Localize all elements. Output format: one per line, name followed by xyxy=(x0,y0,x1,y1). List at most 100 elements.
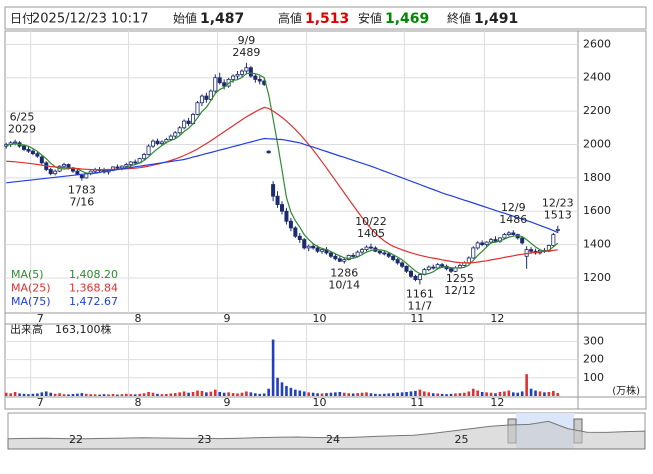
volume-bar xyxy=(316,393,319,396)
x-tick-label: 7 xyxy=(37,312,44,325)
annotation-value: 1286 xyxy=(330,267,358,280)
volume-bar xyxy=(498,391,502,396)
candle-body xyxy=(53,170,58,175)
volume-bar xyxy=(80,393,84,396)
candle-body xyxy=(182,120,187,129)
volume-bar xyxy=(44,391,48,396)
header-value: 1,491 xyxy=(474,11,518,27)
volume-bar xyxy=(463,392,466,396)
candle-body xyxy=(395,259,400,264)
volume-bar xyxy=(547,391,551,396)
volume-bar xyxy=(516,392,520,396)
candle-body xyxy=(506,232,511,235)
candle-body xyxy=(337,258,342,262)
volume-bar xyxy=(49,392,53,396)
candle-body xyxy=(79,174,84,179)
volume-bar xyxy=(449,393,453,396)
header-label: 始値 xyxy=(173,11,197,26)
candle-body xyxy=(333,255,338,260)
candle-body xyxy=(239,70,244,75)
y-tick-label: 2400 xyxy=(583,71,611,84)
candle-body xyxy=(248,67,253,77)
candle-body xyxy=(306,245,311,249)
annotation-value: 1783 xyxy=(68,184,96,197)
volume-bar xyxy=(365,392,368,396)
candle-body xyxy=(484,241,489,245)
volume-bar xyxy=(138,393,141,396)
volume-bar xyxy=(391,393,395,396)
ma-line xyxy=(6,106,558,264)
header-label: 安値 xyxy=(358,11,382,26)
annotation-date: 11/7 xyxy=(408,299,433,312)
volume-bar xyxy=(467,391,471,396)
candle-body xyxy=(155,140,160,145)
candle-body xyxy=(346,255,351,261)
candle-body xyxy=(199,95,204,104)
candle-body xyxy=(320,249,325,252)
candle-body xyxy=(400,262,405,267)
volume-bar xyxy=(520,391,524,396)
candle-body xyxy=(186,120,191,125)
volume-bar xyxy=(209,391,213,396)
legend-value: 1,368.84 xyxy=(69,282,118,295)
candle-body xyxy=(35,153,40,157)
volume-bar xyxy=(249,392,253,396)
volume-label: 出来高 xyxy=(10,322,43,336)
volume-bar xyxy=(307,392,310,396)
candle-body xyxy=(449,268,454,272)
annotation-value: 1255 xyxy=(446,272,474,285)
volume-bar xyxy=(480,391,484,396)
volume-bar xyxy=(494,393,497,396)
navigator-label: 23 xyxy=(198,433,212,446)
candle-body xyxy=(328,252,333,257)
volume-bar xyxy=(107,394,110,396)
candle-body xyxy=(311,245,316,249)
candle-body xyxy=(520,237,525,244)
candle-body xyxy=(213,77,218,92)
volume-bar xyxy=(147,391,150,396)
volume-bar xyxy=(454,393,457,396)
candle-body xyxy=(177,127,182,134)
volume-value: 163,100株 xyxy=(55,322,112,336)
x-tick-label: 11 xyxy=(410,396,424,409)
candle-body xyxy=(475,242,480,249)
volume-bar xyxy=(18,393,21,396)
volume-bar xyxy=(31,393,35,396)
volume-bar xyxy=(227,392,230,396)
annotation-date: 7/16 xyxy=(69,196,94,209)
volume-bar xyxy=(552,390,555,396)
volume-bar xyxy=(200,390,204,396)
candle-body xyxy=(342,259,347,262)
header-box xyxy=(4,6,647,30)
volume-bar xyxy=(329,392,333,396)
x-tick-label: 10 xyxy=(312,396,326,409)
volume-bar xyxy=(334,392,337,396)
candle-body xyxy=(529,249,534,252)
annotation-date: 10/14 xyxy=(328,279,360,292)
y-tick-label: 1800 xyxy=(583,171,611,184)
volume-bar xyxy=(84,393,88,396)
candle-body xyxy=(551,234,556,246)
y-tick-label: 2000 xyxy=(583,137,611,150)
x-tick-label: 12 xyxy=(490,312,504,325)
volume-bar xyxy=(271,339,275,396)
volume-bar xyxy=(311,392,315,396)
legend-label: MA(75) xyxy=(11,295,51,308)
candle-body xyxy=(231,75,236,80)
volume-bar xyxy=(338,391,342,396)
annotation-value: 2029 xyxy=(8,123,36,136)
volume-bar xyxy=(120,394,124,396)
volume-bar xyxy=(40,392,44,396)
volume-bar xyxy=(76,393,79,396)
candle-body xyxy=(217,77,222,84)
volume-bar xyxy=(418,389,422,396)
y-tick-label: 1400 xyxy=(583,238,611,251)
volume-bar xyxy=(383,393,386,396)
candle-body xyxy=(173,132,178,137)
volume-bar xyxy=(182,391,186,396)
candle-body xyxy=(408,270,413,277)
volume-bar xyxy=(58,393,61,396)
candle-body xyxy=(293,227,298,237)
volume-bar xyxy=(133,394,137,396)
